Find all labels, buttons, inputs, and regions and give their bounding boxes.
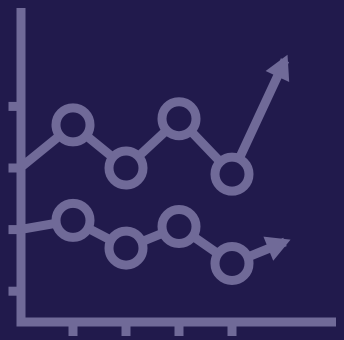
series-1-arrowhead bbox=[263, 236, 291, 261]
series-0-point-1 bbox=[51, 103, 95, 147]
series-1-point-3 bbox=[157, 205, 201, 249]
series-0-point-2 bbox=[104, 146, 148, 190]
series-1-point-4 bbox=[210, 241, 254, 285]
series-0-point-4 bbox=[210, 152, 254, 196]
series-1-point-2 bbox=[104, 226, 148, 270]
series-0-arrowhead bbox=[265, 54, 290, 83]
series-0-point-3 bbox=[157, 97, 201, 141]
series-1-point-1 bbox=[51, 198, 95, 242]
